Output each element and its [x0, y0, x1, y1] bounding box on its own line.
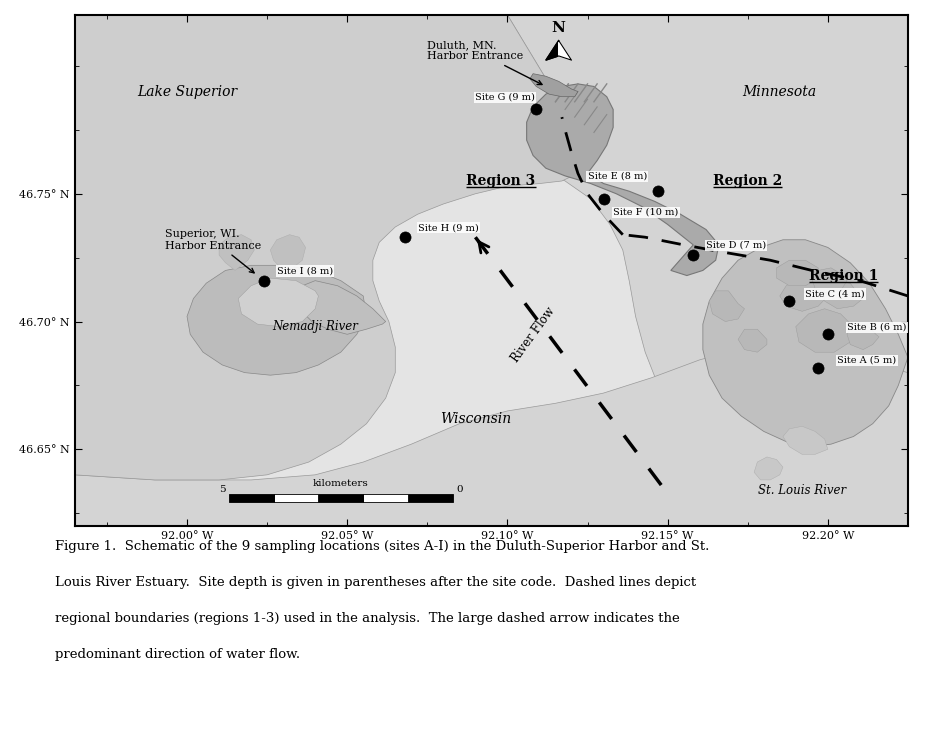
Text: Site A (5 m): Site A (5 m): [838, 356, 897, 365]
Polygon shape: [296, 280, 386, 334]
Polygon shape: [527, 84, 719, 275]
Polygon shape: [187, 266, 367, 375]
Text: Site H (9 m): Site H (9 m): [417, 223, 478, 232]
Polygon shape: [239, 278, 318, 327]
Text: Wisconsin: Wisconsin: [440, 412, 511, 426]
Text: Site C (4 m): Site C (4 m): [805, 289, 865, 298]
Polygon shape: [796, 309, 854, 352]
Text: Superior, WI.
Harbor Entrance: Superior, WI. Harbor Entrance: [165, 229, 261, 273]
Text: Site E (8 m): Site E (8 m): [588, 172, 647, 181]
Text: Figure 1.  Schematic of the 9 sampling locations (sites A-I) in the Duluth-Super: Figure 1. Schematic of the 9 sampling lo…: [55, 540, 709, 662]
Polygon shape: [271, 235, 305, 271]
Polygon shape: [559, 40, 572, 60]
Polygon shape: [783, 426, 827, 454]
Text: 5: 5: [219, 485, 226, 494]
Text: River Flow: River Flow: [509, 304, 557, 364]
Bar: [273, 494, 318, 501]
Polygon shape: [546, 40, 559, 60]
Text: Duluth, MN.
Harbor Entrance: Duluth, MN. Harbor Entrance: [428, 40, 542, 84]
Text: Site G (9 m): Site G (9 m): [475, 93, 535, 101]
Text: St. Louis River: St. Louis River: [758, 483, 846, 497]
Bar: [228, 494, 273, 501]
Text: Site B (6 m): Site B (6 m): [847, 323, 906, 332]
Polygon shape: [709, 291, 744, 322]
Bar: [363, 494, 408, 501]
Polygon shape: [777, 260, 818, 286]
Text: Site I (8 m): Site I (8 m): [277, 266, 333, 275]
Polygon shape: [780, 278, 827, 311]
Polygon shape: [847, 324, 879, 350]
Text: Minnesota: Minnesota: [742, 84, 817, 98]
Polygon shape: [754, 457, 783, 480]
Text: Region 3: Region 3: [466, 174, 535, 188]
Text: kilometers: kilometers: [313, 479, 369, 488]
Bar: [408, 494, 453, 501]
Text: N: N: [551, 22, 565, 35]
Polygon shape: [812, 268, 847, 293]
Bar: [318, 494, 363, 501]
Polygon shape: [75, 347, 908, 526]
Text: Region 2: Region 2: [713, 174, 782, 188]
Polygon shape: [739, 329, 767, 352]
Text: Nemadji River: Nemadji River: [272, 320, 358, 333]
Polygon shape: [530, 74, 578, 97]
Text: Site D (7 m): Site D (7 m): [706, 241, 767, 250]
Polygon shape: [825, 280, 863, 309]
Text: Site F (10 m): Site F (10 m): [613, 208, 679, 217]
Polygon shape: [219, 235, 255, 271]
Text: 0: 0: [456, 485, 462, 494]
Polygon shape: [75, 15, 597, 480]
Text: Lake Superior: Lake Superior: [137, 84, 237, 98]
Polygon shape: [703, 239, 908, 447]
Polygon shape: [507, 15, 908, 526]
Text: Region 1: Region 1: [809, 269, 879, 283]
